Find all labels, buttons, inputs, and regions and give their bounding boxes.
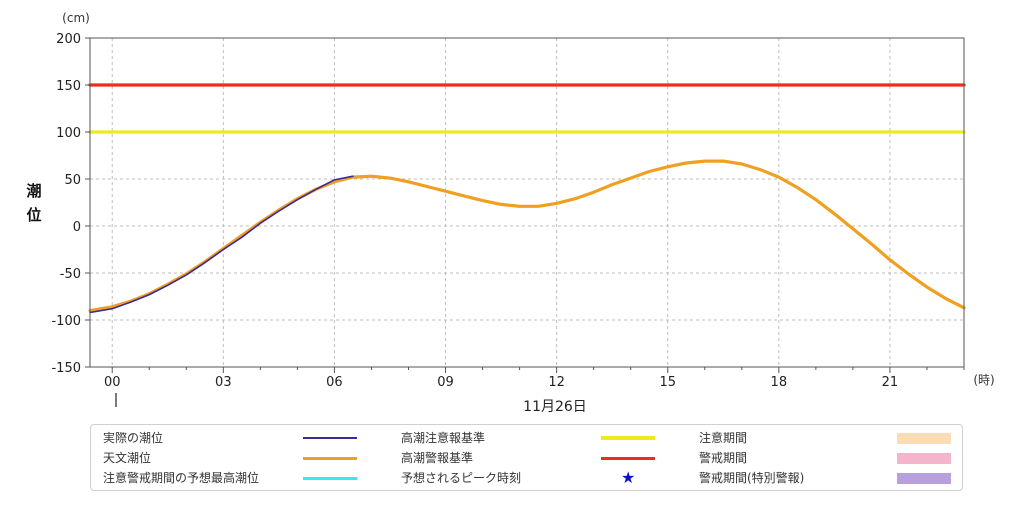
legend-box-swatch — [897, 433, 951, 444]
reference-lines — [88, 83, 966, 134]
legend-line-swatch — [601, 456, 655, 460]
y-axis-title: 潮 位 — [26, 182, 41, 224]
legend-label: 高潮警報基準 — [401, 451, 474, 465]
legend-label: 注意警戒期間の予想最高潮位 — [103, 471, 260, 485]
series-lines — [88, 159, 966, 314]
y-tick-label: 100 — [56, 126, 81, 141]
y-tick-label: -100 — [51, 314, 81, 329]
y-tick-label: -50 — [60, 267, 81, 282]
y-axis-title-char-2: 位 — [26, 206, 41, 224]
x-tick-label: 06 — [326, 375, 343, 390]
legend-label: 警戒期間(特別警報) — [699, 471, 805, 485]
tide-chart: 200 150 100 50 0 -50 -100 -150 00 03 06 09 12 15 18 21… — [26, 11, 994, 415]
y-axis-title-char-1: 潮 — [26, 182, 41, 200]
legend-label: 注意期間 — [699, 431, 748, 445]
y-tick-label: 50 — [64, 173, 81, 188]
x-tick-label: 15 — [659, 375, 676, 390]
legend-line-swatch — [601, 436, 655, 440]
series-line — [88, 159, 966, 313]
x-unit-label: (時) — [973, 373, 994, 387]
legend-box-swatch — [897, 473, 951, 484]
x-axis: 00 03 06 09 12 15 18 21 — [104, 367, 965, 390]
x-tick-label: 00 — [104, 375, 121, 390]
y-tick-label: 150 — [56, 79, 81, 94]
y-tick-label: -150 — [51, 361, 81, 376]
y-unit-label: (cm) — [62, 11, 90, 25]
x-tick-label: 12 — [548, 375, 565, 390]
plot-frame — [89, 37, 965, 368]
legend-label: 天文潮位 — [103, 451, 152, 465]
x-tick-label: 21 — [882, 375, 899, 390]
grid-lines — [90, 38, 964, 367]
x-tick-label: 18 — [771, 375, 788, 390]
legend-line-swatch — [303, 476, 357, 480]
y-tick-label: 0 — [73, 220, 81, 235]
legend-line-swatch — [303, 456, 357, 460]
legend-line-swatch — [303, 437, 357, 439]
series-line — [89, 175, 354, 314]
legend-label: 予想されるピーク時刻 — [401, 471, 522, 485]
x-tick-label: 09 — [437, 375, 454, 390]
legend: 実際の潮位 高潮注意報基準 注意期間天文潮位 高潮警報基準 警戒期間注意警戒期間の予想最… — [90, 424, 963, 491]
star-icon: ★ — [621, 468, 636, 487]
date-label: 11月26日 — [523, 399, 587, 415]
y-tick-label: 200 — [56, 32, 81, 47]
y-axis: 200 150 100 50 0 -50 -100 -150 — [51, 32, 90, 376]
x-tick-label: 03 — [215, 375, 232, 390]
legend-label: 実際の潮位 — [103, 431, 164, 445]
legend-label: 高潮注意報基準 — [401, 431, 486, 445]
legend-label: 警戒期間 — [699, 451, 748, 465]
legend-box-swatch — [897, 453, 951, 464]
